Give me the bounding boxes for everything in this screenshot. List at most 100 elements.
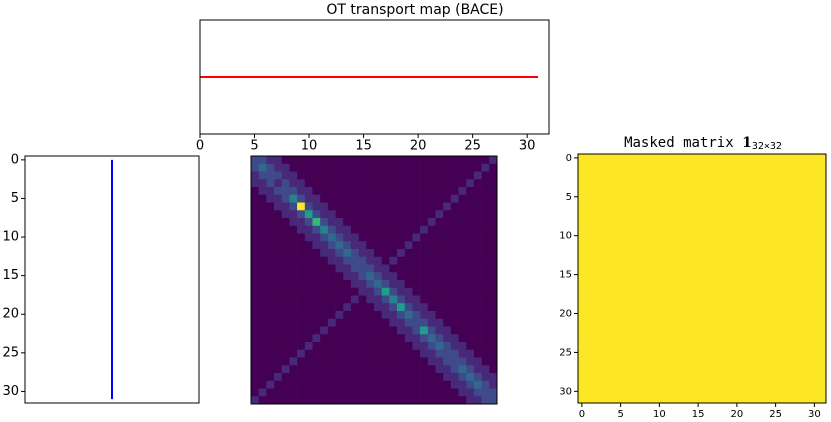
heatmap-cell <box>358 396 367 405</box>
heatmap-cell <box>740 247 749 256</box>
heatmap-cell <box>481 287 490 296</box>
heatmap-cell <box>289 380 298 389</box>
heatmap-cell <box>258 218 267 227</box>
heatmap-cell <box>787 208 796 217</box>
heatmap-cell <box>609 278 618 287</box>
heatmap-cell <box>374 272 382 281</box>
heatmap-cell <box>771 262 780 272</box>
heatmap-cell <box>327 264 336 273</box>
heatmap-cell <box>764 224 773 233</box>
heatmap-cell <box>756 371 765 380</box>
heatmap-cell <box>473 218 482 227</box>
heatmap-cell <box>458 163 467 172</box>
heatmap-cell <box>435 256 444 265</box>
heatmap-cell <box>733 154 742 163</box>
heatmap-cell <box>771 371 780 380</box>
heatmap-cell <box>663 231 672 240</box>
heatmap-cell <box>578 154 587 163</box>
heatmap-cell <box>466 396 475 405</box>
heatmap-cell <box>810 325 819 334</box>
heatmap-cell <box>733 192 742 201</box>
heatmap-cell <box>458 187 467 196</box>
heatmap-cell <box>647 325 656 334</box>
heatmap-cell <box>327 311 336 320</box>
heatmap-cell <box>771 192 780 201</box>
heatmap-cell <box>678 286 687 295</box>
heatmap-cell <box>709 348 718 357</box>
heatmap-cell <box>327 202 336 211</box>
heatmap-cell <box>327 303 336 312</box>
heatmap-cell <box>578 255 587 264</box>
heatmap-cell <box>258 280 267 289</box>
heatmap-cell <box>389 202 398 211</box>
heatmap-cell <box>616 364 625 373</box>
heatmap-cell <box>810 255 819 264</box>
heatmap-cell <box>304 342 313 351</box>
heatmap-cell <box>251 210 259 219</box>
heatmap-cell <box>702 185 711 194</box>
heatmap-cell <box>609 364 618 373</box>
heatmap-cell <box>327 365 336 374</box>
heatmap-cell <box>655 161 664 170</box>
heatmap-cell <box>412 388 421 397</box>
heatmap-cell <box>266 171 275 180</box>
heatmap-cell <box>335 357 344 366</box>
heatmap-cell <box>678 231 687 240</box>
heatmap-cell <box>663 200 672 209</box>
heatmap-cell <box>327 280 336 289</box>
heatmap-cell <box>473 187 482 196</box>
heatmap-cell <box>381 365 390 374</box>
heatmap-cell <box>686 169 695 178</box>
heatmap-cell <box>756 317 765 326</box>
heatmap-cell <box>435 210 444 219</box>
heatmap-cell <box>756 294 765 303</box>
heatmap-cell <box>489 311 498 320</box>
heatmap-cell <box>258 156 267 165</box>
heatmap-cell <box>593 395 602 404</box>
heatmap-cell <box>609 270 618 279</box>
heatmap-cell <box>694 185 703 194</box>
heatmap-cell <box>312 194 321 203</box>
heatmap-cell <box>795 224 804 233</box>
heatmap-cell <box>609 224 618 233</box>
heatmap-cell <box>733 231 742 240</box>
heatmap-cell <box>802 169 811 178</box>
heatmap-cell <box>632 208 641 217</box>
heatmap-cell <box>420 318 429 327</box>
heatmap-cell <box>297 334 306 343</box>
heatmap-cell <box>640 286 649 295</box>
heatmap-cell <box>647 348 656 357</box>
heatmap-cell <box>725 301 734 310</box>
heatmap-cell <box>694 192 703 201</box>
heatmap-cell <box>779 208 788 217</box>
heatmap-cell <box>601 169 610 178</box>
heatmap-cell <box>818 154 827 163</box>
heatmap-cell <box>381 156 390 165</box>
heatmap-cell <box>593 247 602 256</box>
x-tick-label: 5 <box>250 139 258 154</box>
heatmap-cell <box>725 356 734 365</box>
heatmap-cell <box>764 332 773 342</box>
heatmap-cell <box>733 301 742 310</box>
heatmap-cell <box>473 303 482 312</box>
heatmap-cell <box>420 194 429 203</box>
heatmap-cell <box>748 309 757 318</box>
heatmap-cell <box>458 311 467 320</box>
heatmap-cell <box>810 348 819 357</box>
heatmap-cell <box>389 396 398 405</box>
heatmap-cell <box>771 379 780 388</box>
heatmap-cell <box>640 231 649 240</box>
heatmap-cell <box>427 233 436 242</box>
heatmap-cell <box>593 224 602 233</box>
heatmap-cell <box>366 334 375 343</box>
heatmap-cell <box>327 342 336 351</box>
heatmap-cell <box>466 171 475 180</box>
heatmap-cell <box>266 163 275 172</box>
heatmap-cell <box>251 241 259 250</box>
heatmap-cell <box>655 169 664 178</box>
heatmap-cell <box>312 396 321 405</box>
heatmap-cell <box>740 301 749 310</box>
heatmap-cell <box>304 163 313 172</box>
heatmap-cell <box>647 387 656 396</box>
heatmap-cell <box>787 332 796 342</box>
